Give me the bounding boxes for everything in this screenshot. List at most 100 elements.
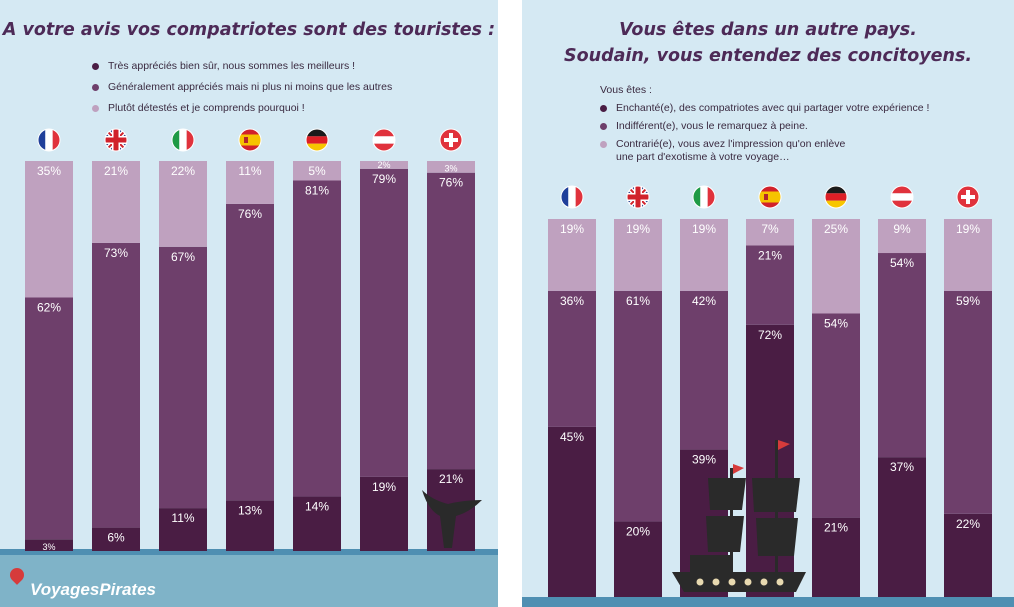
bar-right-1-1 [614,290,662,522]
data-label-left-2-2: 22% [171,164,195,178]
data-label-left-2-5: 2% [377,160,390,170]
bar-left-0-4 [293,496,341,551]
porthole-icon [712,578,720,586]
porthole-icon [728,578,736,586]
data-label-right-0-1: 20% [626,524,650,538]
bar-right-2-5 [878,219,926,254]
bar-left-1-6 [427,172,475,470]
data-label-right-1-6: 59% [956,294,980,308]
left-chart-title: A votre avis vos compatriotes sont des t… [2,20,496,40]
bar-right-0-1 [614,521,662,597]
uk-flag-icon [104,128,128,152]
data-label-right-1-0: 36% [560,294,584,308]
porthole-icon [776,578,784,586]
data-label-right-0-6: 22% [956,517,980,531]
data-label-left-2-4: 5% [308,164,326,178]
data-label-left-1-3: 76% [238,207,262,221]
right-legend-item-1: Enchanté(e), des compatriotes avec qui p… [600,102,980,115]
legend-label: Très appréciés bien sûr, nous sommes les… [108,60,356,72]
bar-left-2-1 [92,161,140,243]
right-legend: Vous êtes : Enchanté(e), des compatriote… [600,84,980,169]
bar-right-2-3 [746,219,794,246]
bar-right-2-6 [944,219,992,291]
france-flag-icon [37,128,61,152]
bar-right-2-2 [680,219,728,291]
legend-label: Enchanté(e), des compatriotes avec qui p… [616,102,930,114]
data-label-left-0-1: 6% [107,531,125,545]
data-label-left-1-4: 81% [305,184,329,198]
water-line-left [0,549,498,555]
data-label-left-0-3: 13% [238,503,262,517]
bar-right-0-4 [812,517,860,597]
left-legend-item-2: Généralement appréciés mais ni plus ni m… [92,81,472,94]
right-legend-intro: Vous êtes : [600,84,652,96]
legend-dot [600,141,607,148]
switzerland-flag-icon [439,128,463,152]
pirate-ship-sail-2-icon [756,518,798,556]
right-legend-item-2: Indifférent(e), vous le remarquez à pein… [600,120,980,133]
data-label-right-0-5: 37% [890,460,914,474]
data-label-left-1-1: 73% [104,246,128,260]
legend-label: Généralement appréciés mais ni plus ni m… [108,81,393,93]
uk-flag-icon [626,185,650,209]
bar-left-2-5 [360,161,408,169]
legend-dot [600,123,607,130]
austria-flag-icon [890,185,914,209]
data-label-left-2-0: 35% [37,164,61,178]
data-label-right-2-4: 25% [824,222,848,236]
data-label-right-2-0: 19% [560,222,584,236]
data-label-right-1-4: 54% [824,317,848,331]
bar-right-0-6 [944,513,992,597]
spain-flag-icon [238,128,262,152]
data-label-left-0-5: 19% [372,480,396,494]
bar-left-2-2 [159,161,207,247]
pirate-ship-hull-icon [672,572,806,592]
data-label-right-0-3: 72% [758,328,782,342]
data-label-left-1-6: 76% [439,176,463,190]
spain-flag-icon [758,185,782,209]
bar-right-1-3 [746,245,794,325]
bar-right-1-5 [878,253,926,458]
data-label-left-0-2: 11% [171,511,194,525]
data-label-right-1-5: 54% [890,256,914,270]
data-label-right-0-2: 39% [692,453,716,467]
bar-left-1-3 [226,203,274,501]
bar-left-2-6 [427,161,475,173]
data-label-left-1-2: 67% [171,250,195,264]
pirate-ship-sail-4-icon [706,516,744,552]
water-line-right [522,597,1014,607]
bar-left-1-2 [159,246,207,509]
data-label-left-0-0: 3% [42,542,55,552]
legend-dot [92,105,99,112]
bar-right-1-2 [680,290,728,450]
data-label-right-2-2: 19% [692,222,716,236]
data-label-left-0-4: 14% [305,499,329,513]
italy-flag-icon [692,185,716,209]
bar-right-0-0 [548,426,596,597]
data-label-right-2-1: 19% [626,222,650,236]
data-label-right-2-5: 9% [893,222,911,236]
left-legend-item-3: Plutôt détestés et je comprends pourquoi… [92,102,472,115]
bar-left-1-5 [360,168,408,477]
data-label-right-1-3: 21% [758,248,782,262]
bar-right-2-1 [614,219,662,291]
data-label-left-1-0: 62% [37,301,61,315]
bar-left-0-5 [360,476,408,551]
data-label-right-0-0: 45% [560,430,584,444]
data-label-left-0-6: 21% [439,472,463,486]
brand-logo: VoyagesPirates [30,580,156,599]
bar-right-0-3 [746,324,794,597]
legend-label: Indifférent(e), vous le remarquez à pein… [616,120,808,132]
data-label-left-2-3: 11% [238,164,261,178]
pirate-ship-sail-3-icon [708,478,746,510]
pirate-flag-2-icon [733,464,744,474]
data-label-right-0-4: 21% [824,521,848,535]
bar-left-1-4 [293,180,341,497]
bar-left-2-4 [293,161,341,181]
bar-right-1-6 [944,290,992,514]
data-label-left-1-5: 79% [372,172,396,186]
bar-left-0-3 [226,500,274,551]
data-label-left-2-6: 3% [444,164,457,174]
data-label-right-1-2: 42% [692,294,716,308]
